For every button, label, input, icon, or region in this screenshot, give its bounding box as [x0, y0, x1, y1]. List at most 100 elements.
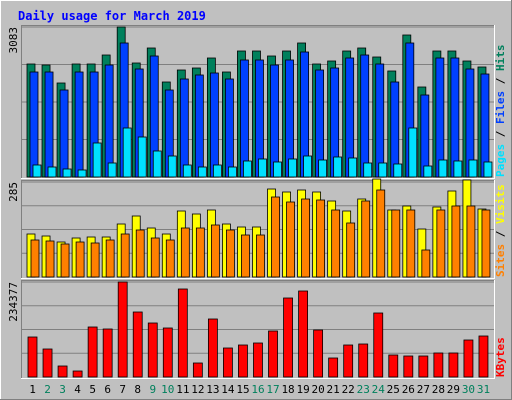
sites-bar	[120, 233, 130, 278]
panel-hits-files-pages: 3083 Pages / Files / Hits	[7, 25, 507, 179]
files-bar	[179, 78, 189, 178]
sites-bar	[346, 222, 356, 278]
sites-bar	[241, 234, 250, 278]
panel-kbytes: 234377 KBytes	[7, 280, 507, 379]
x-tick-label: 27	[417, 383, 430, 396]
files-bar	[480, 73, 490, 178]
pages-bar	[212, 164, 222, 178]
pages-bar	[288, 158, 297, 178]
x-tick-label: 26	[402, 383, 415, 396]
pages-bar	[438, 159, 448, 178]
sites-bar	[406, 209, 416, 278]
panels: 3083 Pages / Files / Hits 285 Sites / Visit…	[7, 25, 507, 379]
pages-bar	[197, 166, 207, 178]
x-tick-label: 10	[161, 383, 174, 396]
pages-bar	[483, 161, 493, 178]
pages-bar	[273, 161, 282, 178]
x-tick-label: 7	[119, 383, 126, 396]
sites-bar	[391, 209, 401, 278]
x-tick-label: 19	[296, 383, 309, 396]
x-tick-label: 22	[342, 383, 355, 396]
kbytes-bar	[358, 343, 369, 378]
pages-bar	[243, 160, 252, 178]
kbytes-bar	[373, 312, 384, 378]
x-tick-label: 21	[327, 383, 340, 396]
pages-bar	[77, 169, 87, 178]
files-bar	[375, 63, 385, 178]
kbytes-bar	[147, 322, 158, 378]
x-tick-label: 17	[266, 383, 279, 396]
x-tick-label: 1	[29, 383, 36, 396]
kbytes-bar	[463, 339, 474, 378]
x-tick-label: 31	[477, 383, 490, 396]
x-tick-label: 16	[251, 383, 264, 396]
x-tick-label: 28	[432, 383, 445, 396]
kbytes-bar	[192, 362, 203, 378]
y-max-label: 234377	[7, 282, 20, 322]
legend-hits-files-pages: Pages / Files / Hits	[494, 45, 507, 178]
chart-title: Daily usage for March 2019	[18, 9, 206, 23]
sites-bar	[135, 229, 145, 278]
kbytes-bar	[207, 318, 218, 378]
sites-bar	[226, 229, 235, 278]
files-bar	[225, 78, 234, 178]
legend-kbytes: KBytes	[494, 337, 507, 377]
sites-bar	[361, 200, 371, 278]
sites-bar	[436, 209, 446, 278]
kbytes-bar	[117, 281, 128, 378]
kbytes-bar	[433, 352, 444, 378]
sites-bar	[466, 205, 476, 278]
pages-bar	[122, 127, 132, 178]
kbytes-bar	[283, 297, 293, 378]
pages-bar	[137, 136, 147, 178]
sites-bar	[316, 199, 326, 278]
kbytes-bar	[102, 328, 113, 378]
pages-bar	[363, 162, 373, 178]
kbytes-bar	[343, 344, 354, 378]
files-bar	[240, 59, 249, 178]
x-tick-label: 12	[191, 383, 204, 396]
files-bar	[29, 71, 39, 178]
x-tick-label: 4	[74, 383, 81, 396]
x-tick-label: 24	[372, 383, 386, 396]
sites-bar	[331, 209, 341, 278]
sites-bar	[301, 198, 310, 278]
pages-bar	[107, 162, 117, 178]
kbytes-bar	[132, 311, 143, 378]
x-tick-label: 11	[176, 383, 189, 396]
x-tick-label: 13	[206, 383, 219, 396]
sites-bar	[376, 189, 386, 278]
pages-bar	[378, 162, 388, 178]
files-bar	[44, 71, 54, 178]
pages-bar	[468, 159, 478, 178]
kbytes-bar	[42, 348, 53, 378]
y-max-label: 285	[7, 182, 20, 202]
legend-visits: Visits	[494, 184, 507, 224]
x-tick-label: 3	[59, 383, 66, 396]
x-tick-label: 29	[447, 383, 460, 396]
x-tick-label: 15	[236, 383, 249, 396]
kbytes-bar	[238, 344, 248, 378]
panel-visits-sites: 285 Sites / Visits	[7, 178, 507, 279]
files-bar	[59, 89, 69, 178]
legend-files: Files	[494, 91, 507, 124]
x-tick-label: 2	[44, 383, 51, 396]
kbytes-bar	[57, 365, 68, 378]
kbytes-bar	[268, 330, 278, 378]
x-tick-label: 14	[221, 383, 235, 396]
sites-bar	[210, 224, 220, 278]
sites-bar	[195, 227, 205, 278]
sites-bar	[45, 240, 55, 278]
pages-bar	[228, 166, 237, 178]
files-bar	[450, 57, 460, 178]
sites-bar	[421, 249, 431, 278]
files-bar	[209, 72, 219, 178]
kbytes-bar	[177, 288, 188, 378]
y-max-label: 3083	[7, 27, 20, 54]
pages-bar	[182, 164, 192, 178]
legend-hits: Hits	[494, 45, 507, 72]
files-bar	[360, 54, 370, 178]
x-tick-label: 25	[387, 383, 400, 396]
files-bar	[104, 64, 114, 178]
sites-bar	[75, 241, 85, 278]
